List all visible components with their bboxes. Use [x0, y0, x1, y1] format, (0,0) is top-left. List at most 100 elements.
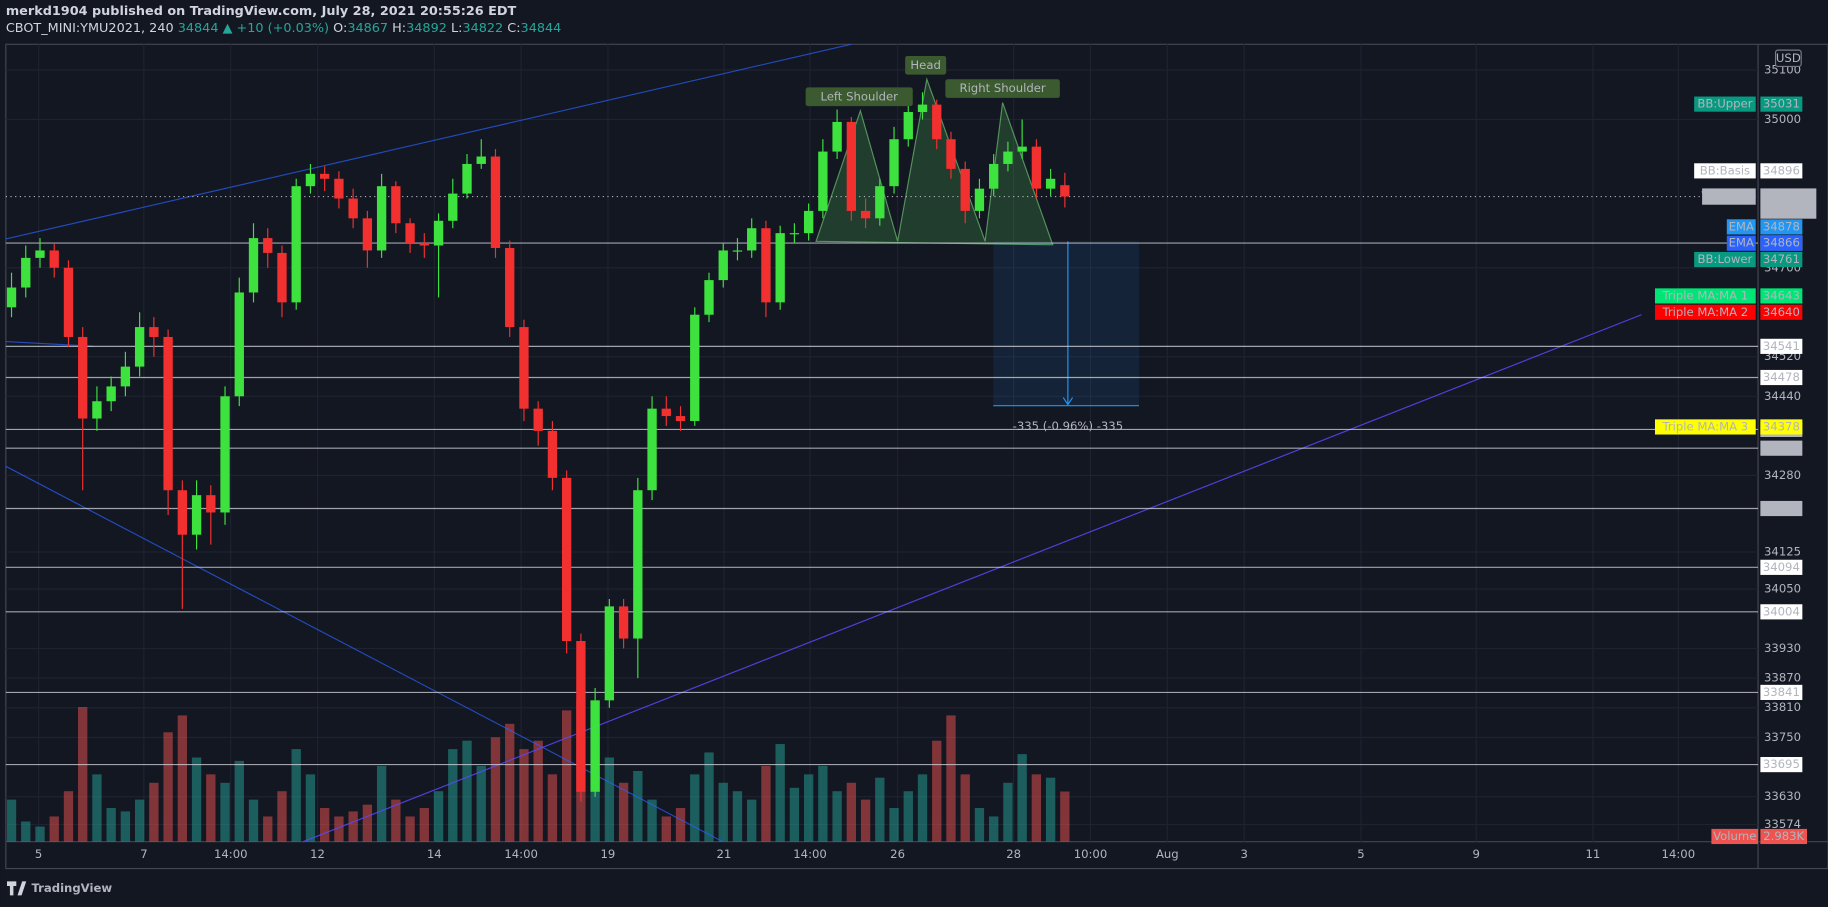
- volume-bar: [505, 723, 515, 842]
- volume-bar: [405, 816, 415, 842]
- y-tick-label: 33750: [1764, 730, 1801, 744]
- x-tick-label: 3: [1240, 847, 1247, 861]
- volume-bar: [675, 808, 686, 842]
- indicator-value-box: [1760, 288, 1803, 304]
- candle-body: [78, 336, 88, 419]
- currency: USD: [1776, 51, 1801, 65]
- candle-body: [191, 495, 202, 535]
- trend-line: [302, 314, 1642, 843]
- indicator-value-box: [1760, 163, 1803, 179]
- indicator-name-box: [1654, 288, 1756, 304]
- volume-bar: [932, 740, 942, 842]
- x-tick-label: 9: [1473, 847, 1480, 861]
- x-tick-label: 28: [1006, 847, 1021, 861]
- volume-bar: [362, 804, 373, 842]
- level-label-box: [1760, 338, 1803, 354]
- candle-body: [106, 386, 116, 402]
- candle-body: [120, 366, 131, 387]
- candle-body: [1031, 146, 1042, 189]
- candle-body: [974, 188, 985, 211]
- volume-bar: [78, 706, 88, 842]
- volume-bar: [320, 808, 330, 842]
- candle-body: [1060, 185, 1070, 197]
- indicator-value-box: [1760, 235, 1803, 251]
- candle-body: [1017, 146, 1027, 152]
- volume-bar: [419, 808, 429, 842]
- volume-bar: [6, 799, 17, 842]
- volume-value: 2.983K: [1763, 829, 1804, 843]
- candle-body: [903, 112, 913, 140]
- volume-bar: [92, 774, 102, 842]
- candle-body: [220, 396, 230, 513]
- candle-body: [860, 210, 871, 219]
- labels: 5 7 14:00 12 14 14:00 19 21 14:00 26 28 10:00 Aug 3 5 9…: [35, 55, 1817, 861]
- x-tick-label: 10:00: [1074, 847, 1108, 861]
- candle-body: [134, 327, 145, 367]
- volume-bar: [974, 808, 985, 842]
- indicator-value-box: [1760, 251, 1803, 268]
- candle-body: [348, 198, 358, 219]
- candle-body: [6, 287, 17, 308]
- volume-bar: [476, 765, 486, 842]
- volume-bar: [1003, 782, 1013, 842]
- annotation: Head: [910, 58, 940, 72]
- indicator-name: EMA: [1729, 219, 1754, 233]
- indicator-value: 34378: [1763, 419, 1800, 433]
- candle-body: [277, 252, 287, 303]
- volume-bar: [191, 757, 202, 842]
- volume-bar: [547, 774, 558, 842]
- volume-bar: [234, 760, 244, 842]
- y-tick-label: 33810: [1764, 700, 1801, 714]
- x-tick-label: 14:00: [214, 847, 248, 861]
- candle-body: [960, 168, 970, 211]
- logo-icon: [7, 881, 27, 896]
- volume-bar: [305, 774, 316, 842]
- currency-box: [1774, 49, 1802, 68]
- candle-body: [989, 163, 999, 189]
- candle-body: [391, 186, 401, 224]
- candle-body: [419, 243, 429, 246]
- last: 34844: [178, 20, 219, 35]
- candle-body: [448, 193, 458, 221]
- candle-body: [604, 606, 615, 701]
- volume-bar: [889, 808, 899, 842]
- volume-bar: [462, 740, 472, 842]
- indicator-name-box: [1726, 219, 1756, 235]
- indicator-value: 34643: [1763, 288, 1800, 302]
- countdown: 01:04:31: [1762, 203, 1814, 217]
- last-price-name-box: [1702, 188, 1756, 205]
- candle-body: [533, 408, 543, 431]
- trend-line: [5, 465, 724, 843]
- volume-value-box: [1760, 828, 1808, 845]
- measure-label: -335 (-0.96%) -335: [1013, 419, 1124, 433]
- volume-bar: [946, 715, 956, 842]
- volume-bar: [732, 791, 743, 842]
- volume-bar: [334, 816, 344, 842]
- y-tick-label: 33930: [1764, 641, 1801, 655]
- x-tick-label: 26: [890, 847, 905, 861]
- y-tick-label: 33574: [1764, 817, 1801, 831]
- x-tick-label: 5: [35, 847, 42, 861]
- candle-body: [21, 257, 31, 288]
- volume-bar: [618, 782, 629, 842]
- volume-bar: [291, 749, 301, 842]
- published-line: merkd1904 published on TradingView.com, …: [6, 4, 517, 19]
- ohlc-value: 34867: [347, 20, 388, 35]
- candle-body: [675, 416, 686, 422]
- trend-line: [5, 43, 852, 240]
- candle-body: [206, 495, 216, 513]
- candle-body: [547, 430, 558, 478]
- volume-bar: [818, 765, 828, 842]
- volume-bar: [561, 710, 572, 842]
- x-tick-label: Aug: [1156, 847, 1179, 861]
- volume-bar: [490, 737, 501, 842]
- candle-body: [846, 121, 857, 211]
- symbol-line: CBOT_MINI:YMU2021, 240 34844 ▲ +10 (+0.0…: [6, 20, 561, 35]
- measure-arrowhead: [1062, 397, 1074, 406]
- candle-body: [462, 163, 472, 194]
- candle-body: [818, 151, 828, 211]
- indicator-value: 34896: [1763, 163, 1800, 177]
- candle-body: [618, 606, 629, 639]
- volume-bar: [1060, 791, 1070, 842]
